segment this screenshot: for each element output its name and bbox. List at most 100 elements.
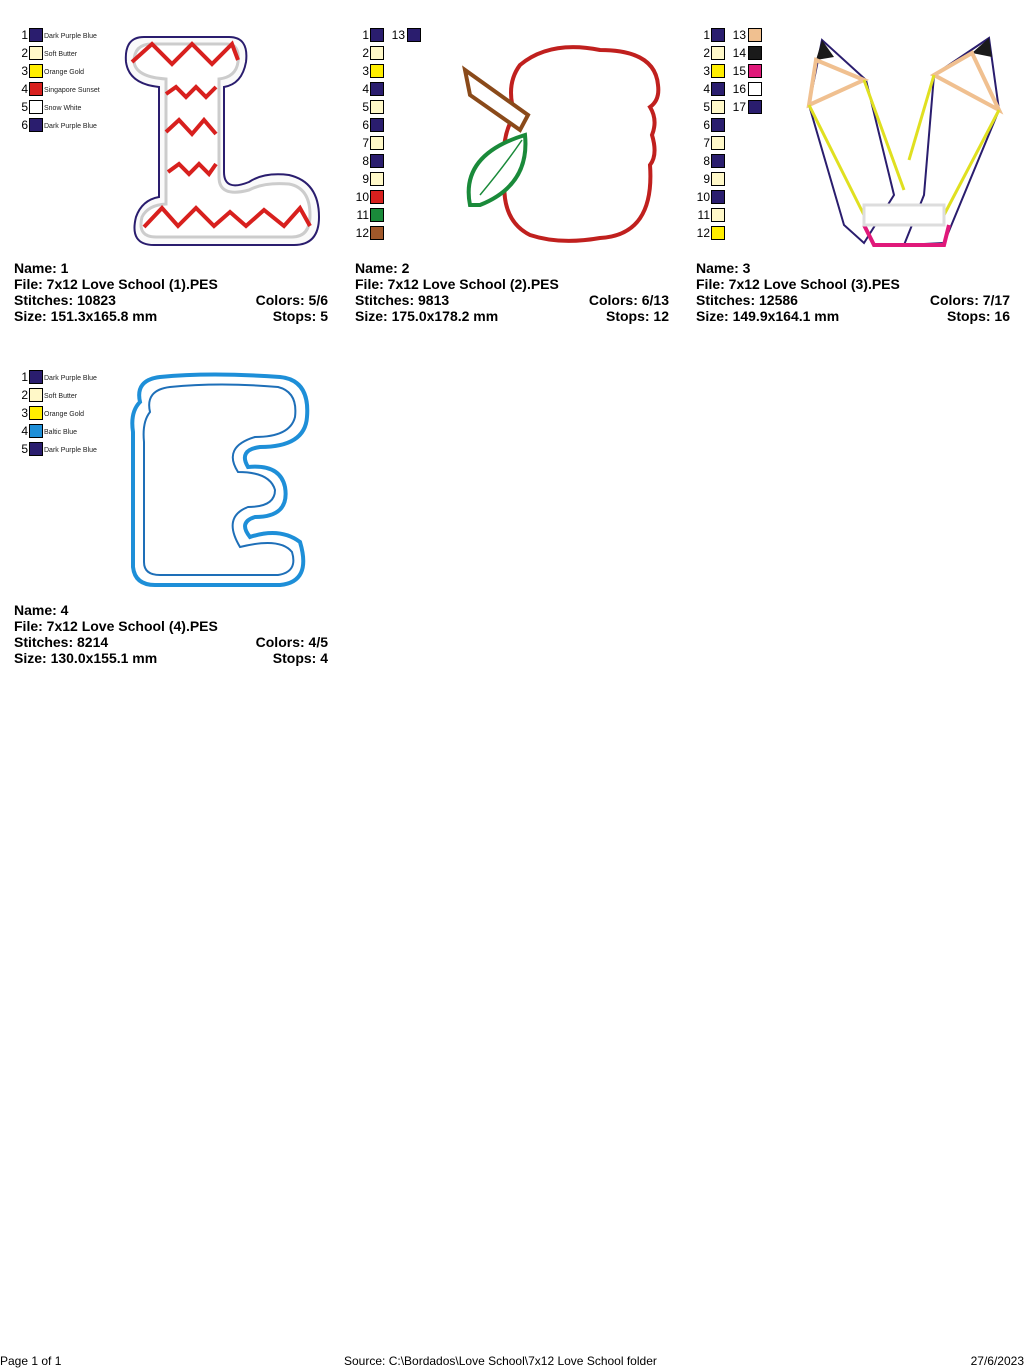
legend-number: 7 [703,136,710,150]
stop-count: Stops: 12 [605,308,669,324]
color-name: Singapore Sunset [44,87,100,94]
design-name: Name: 4 [14,602,69,618]
legend-number: 1 [703,28,710,42]
color-name: Baltic Blue [44,429,78,436]
legend-item: 1 Dark Purple Blue [14,28,134,46]
legend-number: 5 [362,100,369,114]
stitch-count: Stitches: 8214 [14,634,109,650]
color-count: Colors: 5/6 [255,292,328,308]
legend-item: 12 [696,226,816,244]
apple-design [462,45,661,243]
legend-item: 4 Baltic Blue [14,424,134,442]
legend-item: 5 [696,100,816,118]
print-date: 27/6/2023 [970,1354,1024,1368]
legend-item: 9 [696,172,816,190]
legend-number: 6 [703,118,710,132]
legend-number: 1 [21,28,28,42]
legend-item: 14 [726,46,846,64]
legend-item: 5 [355,100,475,118]
design-file: File: 7x12 Love School (2).PES [355,276,559,292]
legend-item: 13 [385,28,505,46]
legend-number: 2 [21,46,28,60]
legend-number: 6 [21,118,28,132]
color-swatch [370,64,384,78]
legend-number: 13 [732,28,746,42]
legend-number: 3 [703,64,710,78]
legend-item: 12 [355,226,475,244]
color-swatch [29,100,43,114]
stitch-count: Stitches: 10823 [14,292,116,308]
legend-number: 4 [703,82,710,96]
color-swatch [29,424,43,438]
design-file: File: 7x12 Love School (4).PES [14,618,218,634]
letter-e-design [130,372,310,587]
design-size: Size: 130.0x155.1 mm [14,650,158,666]
color-swatch [711,172,725,186]
legend-number: 2 [703,46,710,60]
legend-item: 16 [726,82,846,100]
design-name: Name: 1 [14,260,69,276]
color-swatch [407,28,421,42]
color-name: Soft Butter [44,393,78,400]
design-card-2: 1 2 3 4 5 6 7 8 9 10 11 12 13 Name: 2 File: 7x12 Love… [355,20,675,350]
legend-number: 1 [21,370,28,384]
legend-number: 7 [362,136,369,150]
legend-item: 7 [696,136,816,154]
legend-item: 15 [726,64,846,82]
design-size: Size: 151.3x165.8 mm [14,308,158,324]
stitch-count: Stitches: 12586 [696,292,798,308]
design-size: Size: 175.0x178.2 mm [355,308,499,324]
color-swatch [748,64,762,78]
color-name: Dark Purple Blue [44,33,97,40]
color-swatch [711,226,725,240]
color-swatch [748,28,762,42]
legend-number: 6 [362,118,369,132]
legend-number: 3 [362,64,369,78]
color-name: Dark Purple Blue [44,447,97,454]
legend-number: 3 [21,406,28,420]
legend-number: 9 [703,172,710,186]
legend-number: 10 [696,190,710,204]
legend-number: 11 [356,208,369,222]
color-swatch [29,442,43,456]
color-name: Snow White [44,105,82,112]
color-name: Orange Gold [44,69,85,76]
source-path: Source: C:\Bordados\Love School\7x12 Lov… [344,1354,657,1368]
stop-count: Stops: 4 [272,650,328,666]
color-swatch [29,388,43,402]
color-swatch [29,46,43,60]
legend-number: 8 [703,154,710,168]
legend-number: 9 [362,172,369,186]
color-swatch [370,118,384,132]
color-swatch [711,100,725,114]
legend-item: 2 [696,46,816,64]
legend-item: 10 [696,190,816,208]
legend-item: 3 [355,64,475,82]
legend-item: 7 [355,136,475,154]
legend-number: 8 [362,154,369,168]
legend-number: 1 [362,28,369,42]
legend-item: 4 Singapore Sunset [14,82,134,100]
stop-count: Stops: 16 [946,308,1010,324]
color-swatch [711,190,725,204]
color-count: Colors: 6/13 [588,292,669,308]
legend-number: 17 [732,100,746,114]
pencils-v-design [806,36,1004,247]
color-name: Orange Gold [44,411,85,418]
legend-item: 2 [355,46,475,64]
design-name: Name: 2 [355,260,410,276]
page-number: Page 1 of 1 [0,1354,62,1368]
legend-item: 2 Soft Butter [14,46,134,64]
color-swatch [711,136,725,150]
color-swatch [29,82,43,96]
stop-count: Stops: 5 [272,308,328,324]
legend-number: 4 [21,82,28,96]
color-swatch [711,82,725,96]
legend-number: 4 [21,424,28,438]
legend-item: 3 Orange Gold [14,406,134,424]
color-swatch [29,28,43,42]
design-card-1: 1 Dark Purple Blue 2 Soft Butter 3 Orange Gol… [14,20,334,350]
color-swatch [370,154,384,168]
color-swatch [29,118,43,132]
color-count: Colors: 7/17 [929,292,1010,308]
